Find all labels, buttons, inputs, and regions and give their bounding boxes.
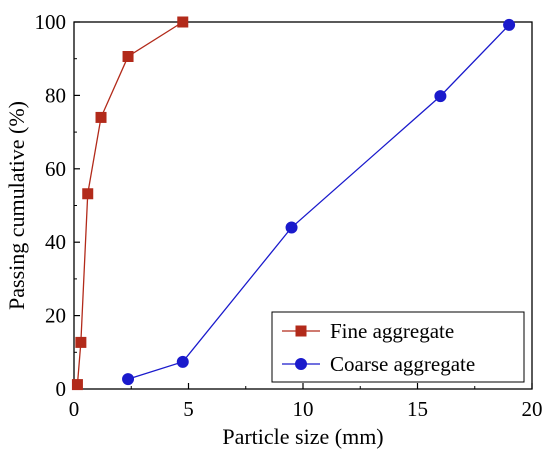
data-point	[71, 379, 83, 391]
x-tick-label: 10	[293, 397, 314, 421]
legend-label: Fine aggregate	[330, 319, 454, 343]
y-axis-title: Passing cumulative (%)	[4, 101, 29, 310]
data-point	[177, 16, 189, 28]
legend-box	[271, 311, 525, 383]
legend: Fine aggregate Coarse aggregate	[271, 311, 525, 383]
series-layer	[71, 16, 516, 391]
y-tick-label: 20	[45, 304, 66, 328]
series-line	[76, 21, 184, 385]
y-tick-label: 40	[45, 230, 66, 254]
y-tick-label: 100	[35, 10, 67, 34]
data-point	[95, 111, 107, 123]
legend-marker	[295, 358, 307, 370]
data-point	[122, 373, 135, 386]
series-fine-aggregate	[71, 16, 189, 391]
data-point	[75, 336, 87, 348]
series-coarse-aggregate	[122, 18, 516, 386]
axis-ticks: 0 5 10 15 20 0 20 40 60 80 100	[35, 10, 543, 421]
data-point	[285, 221, 298, 234]
x-axis-title: Particle size (mm)	[222, 424, 383, 449]
legend-item: Fine aggregate	[282, 319, 454, 343]
y-tick-label: 60	[45, 157, 66, 181]
x-tick-label: 20	[522, 397, 543, 421]
y-tick-label: 80	[45, 83, 66, 107]
legend-item: Coarse aggregate	[282, 352, 475, 376]
data-point	[176, 355, 189, 368]
data-point	[82, 188, 94, 200]
data-point	[122, 50, 134, 62]
y-tick-label: 0	[56, 377, 67, 401]
x-tick-label: 5	[183, 397, 194, 421]
x-tick-label: 0	[69, 397, 80, 421]
legend-marker	[295, 325, 307, 337]
data-point	[503, 18, 516, 31]
data-point	[434, 90, 447, 103]
legend-label: Coarse aggregate	[330, 352, 475, 376]
x-tick-label: 15	[407, 397, 428, 421]
